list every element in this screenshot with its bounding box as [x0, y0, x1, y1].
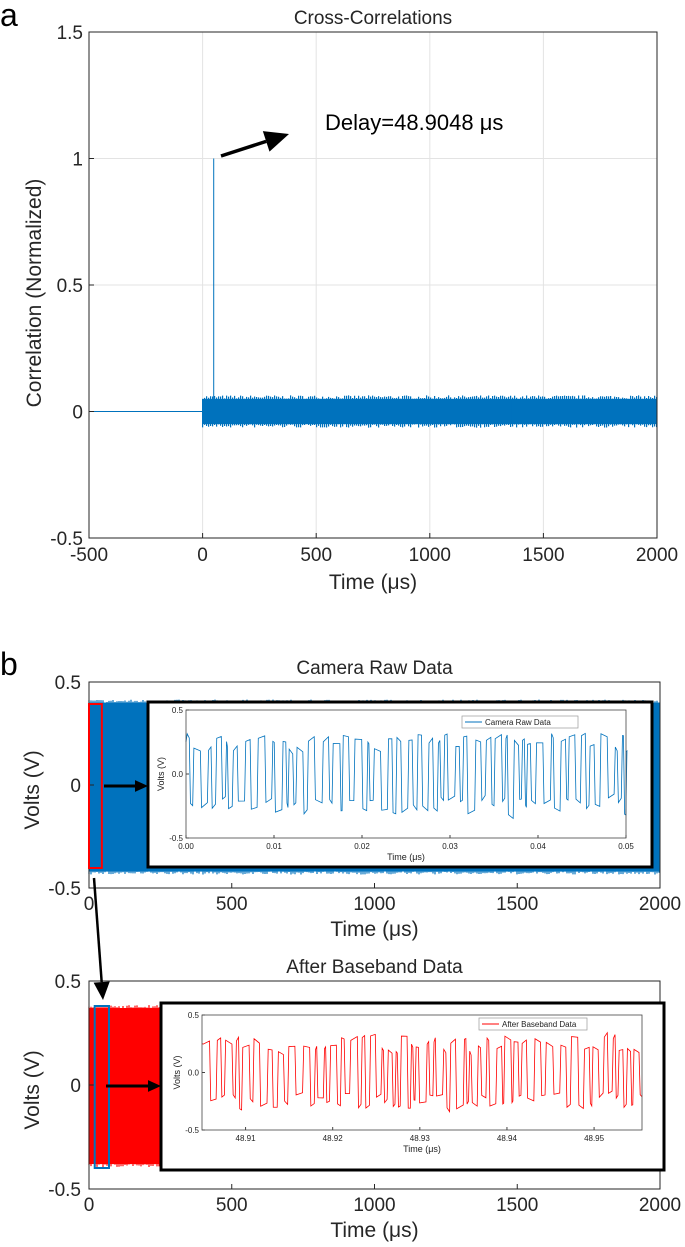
panel-a-letter: a — [0, 0, 18, 33]
inset-x-tick-label: 0.03 — [442, 842, 458, 851]
delay-annotation: Delay=48.9048 μs — [325, 110, 503, 135]
y-tick-label: 0 — [72, 403, 83, 424]
inset-legend-label: Camera Raw Data — [485, 718, 551, 727]
x-tick-label: 1500 — [522, 545, 564, 566]
inset-x-tick-label: 48.95 — [584, 1134, 605, 1143]
inset-y-tick-label: 0.0 — [188, 1069, 200, 1078]
inset-x-tick-label: 0.01 — [266, 842, 282, 851]
inset-y-tick-label: 0.0 — [172, 770, 184, 779]
inset-x-tick-label: 48.94 — [497, 1134, 518, 1143]
y-tick-label: 0.5 — [57, 276, 83, 297]
inset-signal-trace — [201, 1031, 643, 1113]
chart-title: Cross-Correlations — [294, 8, 452, 29]
inset-legend-label: After Baseband Data — [502, 1020, 577, 1029]
inset-x-tick-label: 48.91 — [236, 1134, 257, 1143]
inset-x-tick-label: 0.04 — [530, 842, 546, 851]
x-tick-label: 1000 — [353, 894, 395, 915]
x-tick-label: 2000 — [639, 1195, 681, 1216]
panel-b-letter: b — [0, 646, 18, 682]
y-tick-label: 0.5 — [55, 673, 81, 694]
delay-arrow-shaft — [220, 139, 267, 158]
x-tick-label: 1000 — [409, 545, 451, 566]
inset-box — [159, 1001, 666, 1172]
x-tick-label: 0 — [197, 545, 208, 566]
inset-x-axis-label: Time (μs) — [403, 1144, 441, 1154]
link-arrow-head — [93, 981, 110, 1000]
x-tick-label: 500 — [216, 1195, 248, 1216]
zoom-highlight-box — [88, 703, 103, 869]
y-axis-label: Volts (V) — [21, 1050, 44, 1129]
inset-y-tick-label: 0.5 — [172, 706, 184, 715]
inset-y-axis-label: Volts (V) — [156, 757, 166, 791]
inset-signal-trace — [185, 732, 628, 820]
x-tick-label: 2000 — [639, 894, 681, 915]
y-axis-label: Correlation (Normalized) — [23, 179, 46, 408]
x-tick-label: 2000 — [636, 545, 678, 566]
chart-cross-correlations: -500 0 500 1000 1500 2000 -0.5 0 0.5 1 1.5 Cross-Co… — [23, 8, 678, 594]
y-axis-label: Volts (V) — [21, 750, 44, 829]
x-axis-label: Time (μs) — [329, 571, 417, 594]
x-tick-label: 0 — [84, 894, 95, 915]
connector-arrows — [92, 877, 110, 1000]
delay-arrow-head — [262, 131, 289, 152]
x-axis-label: Time (μs) — [330, 918, 418, 941]
y-tick-label: -0.5 — [48, 879, 81, 900]
inset-x-tick-label: 0.00 — [178, 842, 194, 851]
y-tick-label: -0.5 — [48, 1180, 81, 1201]
chart-title: Camera Raw Data — [296, 658, 453, 679]
x-tick-label: 0 — [84, 1195, 95, 1216]
inset-legend-box — [478, 1017, 588, 1031]
x-tick-label: 1500 — [496, 894, 538, 915]
y-tick-label: 0 — [70, 1076, 81, 1097]
x-tick-label: 1000 — [353, 1195, 395, 1216]
zoom-arrow-head — [148, 1080, 161, 1092]
inset-x-tick-label: 0.05 — [618, 842, 634, 851]
y-tick-label: -0.5 — [50, 529, 83, 550]
x-axis-label: Time (μs) — [330, 1219, 418, 1242]
inset-x-tick-label: 0.02 — [354, 842, 370, 851]
y-tick-label: 0 — [70, 776, 81, 797]
y-tick-label: 1.5 — [57, 23, 83, 44]
inset-y-axis-label: Volts (V) — [172, 1055, 182, 1089]
inset-x-tick-label: 48.93 — [410, 1134, 431, 1143]
noise-trace — [202, 395, 658, 428]
x-tick-label: 500 — [300, 545, 332, 566]
inset-y-tick-label: 0.5 — [188, 1011, 200, 1020]
y-tick-label: 0.5 — [55, 972, 81, 993]
inset-y-tick-label: -0.5 — [185, 1126, 199, 1135]
x-tick-label: -500 — [70, 545, 108, 566]
inset-legend-box — [461, 715, 579, 729]
x-tick-label: 500 — [216, 894, 248, 915]
inset-x-tick-label: 48.92 — [323, 1134, 344, 1143]
inset-y-tick-label: -0.5 — [169, 834, 183, 843]
inset-x-axis-label: Time (μs) — [387, 852, 425, 862]
chart-title: After Baseband Data — [286, 957, 463, 978]
zoom-arrow-head — [135, 780, 148, 792]
link-arrow-shaft — [92, 877, 103, 983]
y-tick-label: 1 — [72, 150, 83, 171]
x-tick-label: 1500 — [496, 1195, 538, 1216]
